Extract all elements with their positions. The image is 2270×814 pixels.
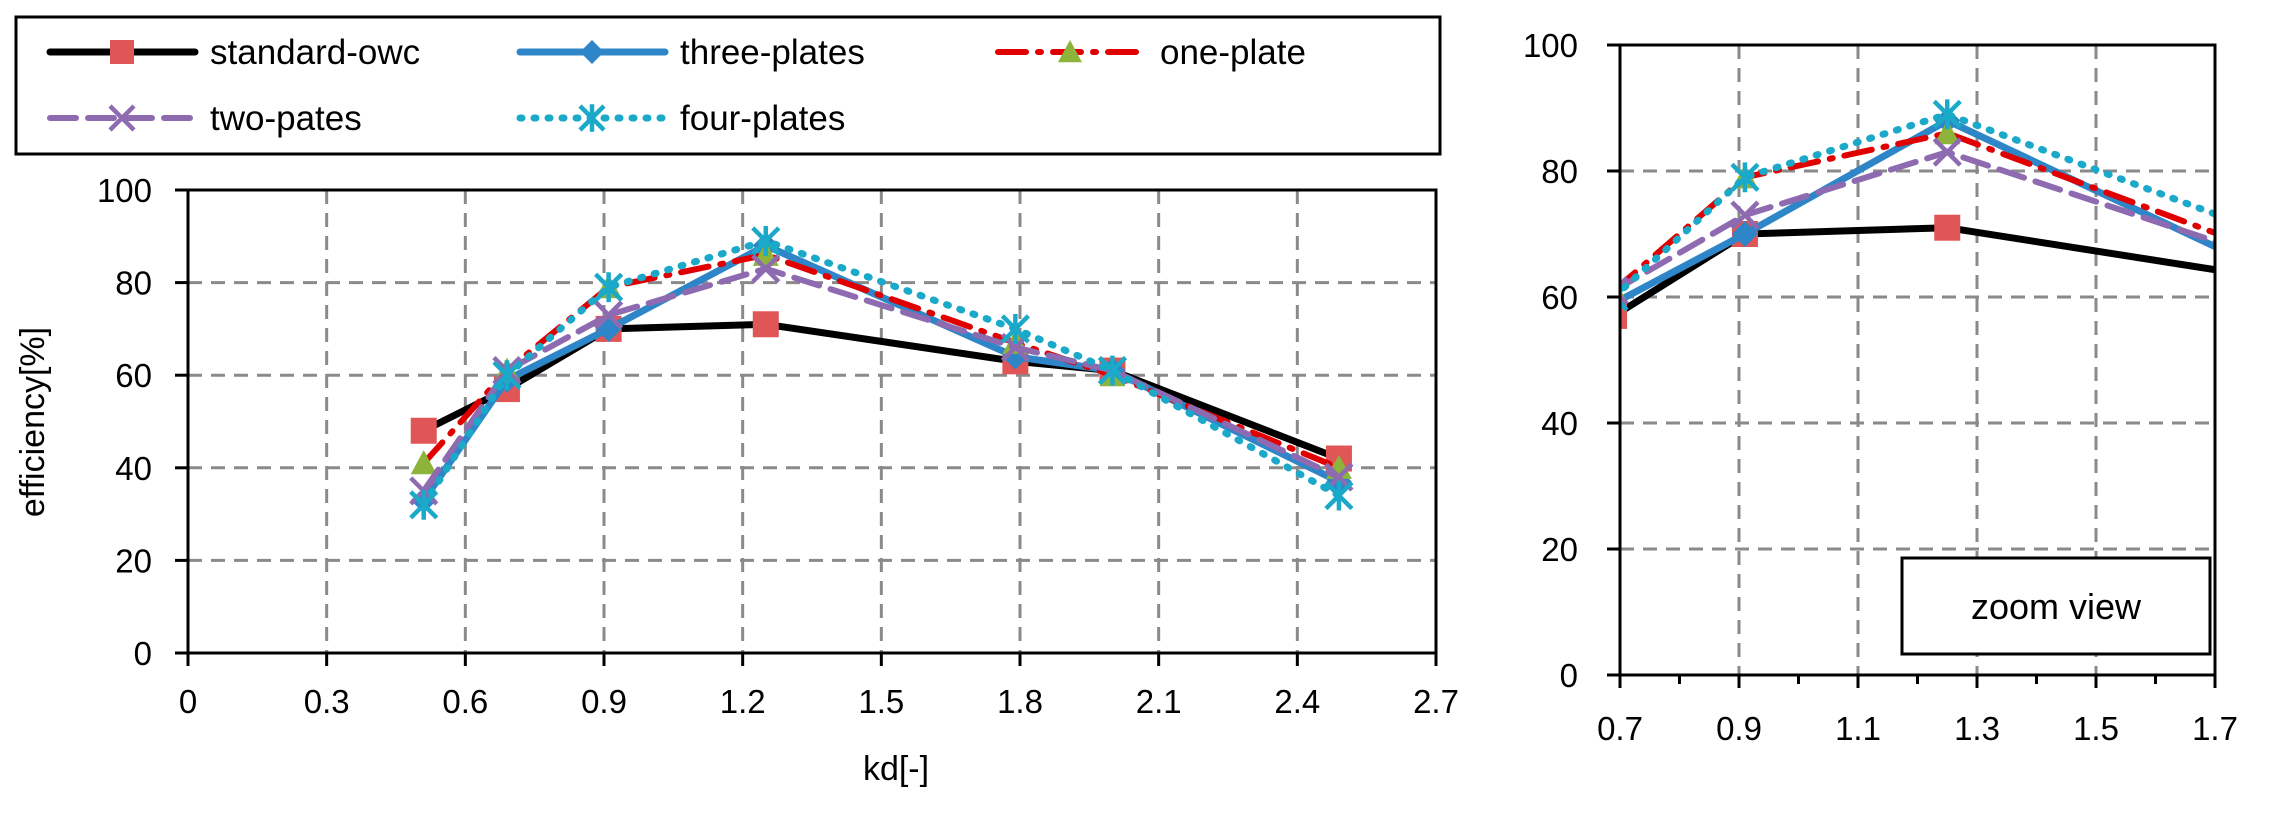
main-point-four-plates [1000,313,1030,344]
legend-marker-one-plate [1058,40,1082,63]
zoom-xtick-label: 1.1 [1835,710,1881,747]
zoom-ytick-label: 20 [1541,531,1578,568]
zoom-ytick-label: 80 [1541,153,1578,190]
legend-entry-standard-owc: standard-owc [46,33,420,72]
zoom-point-four-plates [1620,282,1629,312]
main-ytick-label: 0 [134,635,152,672]
zoom-point-four-plates [1932,99,1962,130]
main-xtick-label: 1.8 [997,683,1043,720]
zoom-point-three-plates [1731,221,1758,247]
zoom-series-one-plate [1620,120,2270,302]
zoom-ytick-label: 100 [1523,27,1578,64]
zoom-point-two-pates [1620,276,1629,306]
zoom-ytick-label: 0 [1560,657,1578,694]
main-point-one-plate [410,450,437,475]
legend-label-four-plates: four-plates [680,99,845,138]
legend-marker-standard-owc [110,40,134,64]
main-ytick-label: 100 [97,172,152,209]
zoom-point-three-plates [2256,259,2270,285]
zoom-point-two-pates [2256,246,2270,272]
zoom-view-frame [1900,556,2212,656]
legend-entry-four-plates: four-plates [516,99,845,138]
main-point-two-pates [594,300,624,330]
zoom-xtick-label: 1.5 [2073,710,2119,747]
zoom-point-standard-owc [1934,214,1961,241]
zoom-chart: 0.7 0.9 1.1 1.3 1.5 1.7 0 20 40 60 80 100 zoom view [1523,27,2270,747]
main-point-four-plates [751,225,781,256]
main-point-standard-owc [752,311,779,338]
legend-marker-four-plates [578,104,606,132]
zoom-series-two-pates [1620,137,2270,306]
zoom-point-standard-owc [2256,265,2270,291]
zoom-point-four-plates [2256,219,2270,249]
legend-label-one-plate: one-plate [1160,33,1306,72]
main-point-standard-owc [410,417,437,444]
legend-entry-three-plates: three-plates [516,33,865,72]
legend: standard-owc three-plates one-plate two-pat… [14,15,1442,156]
zoom-ytick-label: 40 [1541,405,1578,442]
zoom-line-standard-owc [1620,224,2215,317]
main-point-four-plates [594,272,624,303]
zoom-point-standard-owc [1620,302,1628,329]
zoom-xtick-label: 1.7 [2192,710,2238,747]
legend-marker-two-pates [108,104,136,132]
zoom-xtick-label: 0.9 [1716,710,1762,747]
main-ytick-label: 80 [115,265,152,302]
zoom-view-box: zoom view [1900,556,2212,656]
zoom-line-four-plates [1620,110,2215,297]
legend-entry-two-pates: two-pates [47,99,362,138]
zoom-point-one-plate [2256,240,2270,264]
zoom-line-one-plate [1620,130,2215,290]
legend-frame [14,15,1442,156]
legend-marker-three-plates [580,40,604,64]
legend-label-standard-owc: standard-owc [210,33,420,72]
main-ytick-label: 20 [115,542,152,579]
zoom-point-four-plates [1730,162,1760,193]
legend-label-three-plates: three-plates [680,33,865,72]
main-xlabel: kd[-] [863,750,929,788]
main-ytick-label: 60 [115,357,152,394]
main-chart: 0 0.3 0.6 0.9 1.2 1.5 1.8 2.1 2.4 2.7 0 20 40 60 80 100… [14,172,1459,788]
main-xtick-label: 2.4 [1274,683,1320,720]
legend-label-two-pates: two-pates [210,99,362,138]
zoom-ytick-label: 60 [1541,279,1578,316]
main-point-four-plates [1097,355,1128,386]
main-plot-frame [186,188,1438,655]
zoom-view-label: zoom view [1971,586,2142,627]
main-ylabel: efficiency[%] [14,327,52,517]
main-series-four-plates [409,225,1354,520]
main-point-four-plates [409,489,439,520]
zoom-series-standard-owc [1620,214,2270,329]
main-xtick-label: 1.2 [720,683,766,720]
zoom-point-one-plate [1934,120,1961,145]
main-xtick-label: 2.1 [1136,683,1182,720]
zoom-line-two-pates [1620,149,2215,291]
main-line-four-plates [420,237,1343,509]
main-xtick-label: 0 [179,683,197,720]
main-xtick-label: 1.5 [858,683,904,720]
main-xtick-label: 0.3 [304,683,350,720]
main-xtick-label: 2.7 [1413,683,1459,720]
zoom-xtick-label: 0.7 [1597,710,1643,747]
zoom-xtick-label: 1.3 [1954,710,2000,747]
zoom-point-two-pates [1730,200,1760,230]
legend-entry-one-plate: one-plate [995,33,1306,72]
main-ytick-label: 40 [115,450,152,487]
main-xtick-label: 0.6 [442,683,488,720]
main-point-four-plates [1324,480,1354,511]
main-xtick-label: 0.9 [581,683,627,720]
zoom-point-two-pates [1932,137,1962,167]
zoom-series-four-plates [1620,99,2270,312]
main-point-two-pates [751,254,781,284]
main-point-four-plates [492,360,522,391]
